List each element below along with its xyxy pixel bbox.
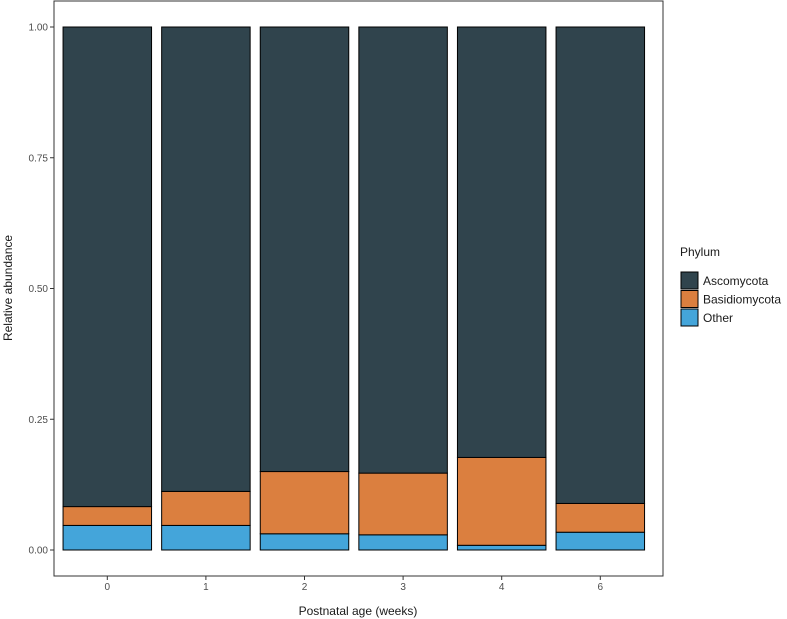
bar-segment-ascomycota-week-1 [161,26,251,492]
x-tick-label: 6 [598,582,604,593]
x-tick-label: 2 [302,582,308,593]
bars-layer [62,26,646,551]
legend-label-other: Other [703,311,733,325]
legend-title: Phylum [680,245,720,259]
y-tick-label: 0.00 [29,546,49,557]
y-tick-label: 0.25 [29,415,49,426]
bar-segment-ascomycota-week-0 [62,26,153,508]
x-tick-label: 4 [499,582,505,593]
bar-segment-other-week-3 [358,534,448,551]
legend-label-ascomycota: Ascomycota [703,274,769,288]
bar-segment-other-week-6 [555,531,646,551]
bar-segment-basidiomycota-week-0 [62,506,153,526]
bar-segment-ascomycota-week-6 [555,26,646,504]
x-tick-label: 0 [105,582,111,593]
legend-swatch-other [680,308,699,327]
bar-segment-ascomycota-week-3 [358,26,448,474]
bar-segment-basidiomycota-week-3 [358,472,448,536]
x-tick-label: 1 [203,582,209,593]
y-axis: 0.00 0.25 0.50 0.75 1.00 [29,23,54,557]
bar-segment-ascomycota-week-2 [259,26,350,473]
bar-segment-other-week-4 [456,544,547,551]
y-tick-label: 0.75 [29,153,49,164]
x-tick-label: 3 [400,582,406,593]
legend-swatch-basidiomycota [680,290,699,308]
bar-segment-basidiomycota-week-2 [259,471,350,535]
bar-segment-basidiomycota-week-6 [555,502,646,533]
legend-label-basidiomycota: Basidiomycota [703,293,781,307]
bar-segment-basidiomycota-week-1 [161,490,251,526]
legend-swatch-ascomycota [680,271,699,290]
y-tick-label: 1.00 [29,23,49,34]
bar-segment-other-week-1 [161,524,251,551]
y-tick-label: 0.50 [29,284,49,295]
bar-segment-other-week-2 [259,533,350,551]
y-axis-title: Relative abundance [1,235,15,341]
legend: Phylum Ascomycota Basidiomycota Other [680,245,781,327]
bar-segment-ascomycota-week-4 [456,26,547,458]
bar-segment-other-week-0 [62,524,153,551]
bar-segment-basidiomycota-week-4 [456,456,547,546]
x-axis-title: Postnatal age (weeks) [299,604,418,618]
x-axis: 0 1 2 3 4 6 [105,576,604,593]
